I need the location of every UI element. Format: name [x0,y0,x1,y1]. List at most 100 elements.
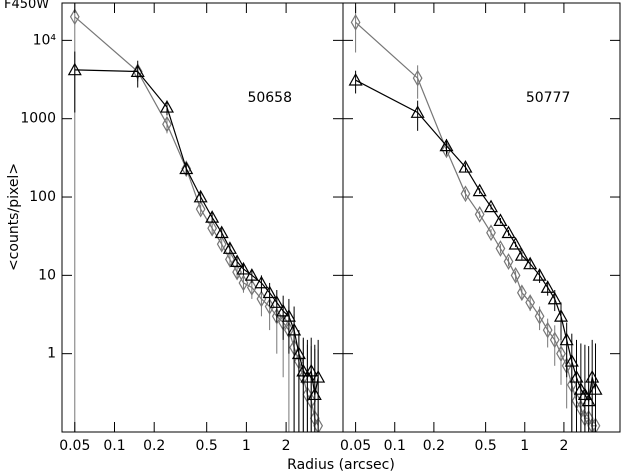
marker-diamond [516,284,527,302]
marker-diamond [503,253,514,270]
frame [342,2,621,433]
x-tick-label: 0.2 [143,438,165,454]
marker-diamond [474,206,485,223]
marker-diamond [412,69,423,87]
series-line [355,21,596,427]
marker-triangle [244,268,259,281]
x-tick-label: 0.1 [384,438,406,454]
marker-triangle [439,138,454,152]
annotation: 50777 [526,90,571,106]
marker-triangle [547,291,562,305]
marker-triangle [262,285,277,299]
marker-diamond [525,294,536,311]
marker-diamond [534,307,545,325]
marker-triangle [281,309,296,322]
marker-triangle [311,370,326,383]
marker-triangle [553,309,569,322]
marker-diamond [271,307,282,325]
marker-diamond [556,345,566,363]
x-tick-label: 0.05 [340,438,371,454]
marker-diamond [195,200,206,218]
marker-triangle [348,72,363,86]
x-tick-label: 0.05 [59,438,90,454]
marker-triangle [472,183,487,197]
marker-diamond [549,331,560,349]
marker-triangle [205,210,220,223]
marker-triangle [540,280,555,293]
series-line [355,79,597,403]
x-tick-label: 2 [559,438,568,454]
x-tick-label: 0.2 [423,438,445,454]
marker-triangle [564,354,579,367]
marker-diamond [542,321,553,339]
series-line [74,16,319,427]
marker-triangle [193,189,208,203]
y-tick-label: 10 [38,267,56,283]
marker-triangle [222,241,237,254]
y-tick-label: 1000 [20,111,56,127]
marker-triangle [236,261,251,275]
x-tick-label: 1 [242,438,251,454]
marker-diamond [486,224,496,242]
x-tick-label: 0.5 [196,438,218,454]
marker-triangle [523,256,538,270]
marker-triangle [130,64,145,77]
marker-triangle [458,160,473,173]
marker-triangle [569,370,584,383]
annotation: 50658 [247,90,292,106]
marker-diamond [441,141,452,159]
marker-triangle [159,100,174,113]
marker-diamond [460,185,471,203]
marker-diamond [313,417,324,432]
marker-diamond [207,219,218,237]
marker-triangle [581,393,596,407]
marker-diamond [495,240,506,257]
marker-triangle [300,370,315,383]
marker-triangle [276,303,291,317]
marker-diamond [350,13,361,31]
marker-triangle [230,254,245,267]
marker-triangle [287,322,302,336]
x-tick-label: 1 [520,438,529,454]
marker-triangle [532,268,547,281]
marker-triangle [291,346,306,360]
marker-diamond [225,250,235,268]
marker-triangle [214,225,229,239]
marker-triangle [296,363,311,377]
x-axis-label: Radius (arcsec) [287,457,395,473]
x-tick-label: 0.1 [103,438,125,454]
marker-diamond [181,160,192,178]
marker-triangle [577,387,592,401]
marker-triangle [269,295,284,308]
marker-diamond [510,266,521,284]
marker-triangle [483,199,499,213]
marker-triangle [493,213,508,227]
marker-triangle [501,225,516,239]
marker-triangle [559,332,574,346]
marker-diamond [216,235,227,253]
marker-diamond [69,8,80,26]
y-axis-label: <counts/pixel> [6,163,22,271]
marker-diamond [246,279,257,296]
marker-triangle [254,275,269,289]
marker-triangle [179,161,194,175]
marker-triangle [67,62,82,76]
y-tick-label: 100 [29,189,56,205]
marker-triangle [588,382,603,395]
marker-triangle [508,236,523,250]
plot-area [67,3,326,432]
x-tick-label: 0.5 [474,438,496,454]
marker-triangle [573,382,588,395]
marker-triangle [514,248,529,261]
chart-title: F450W [4,0,49,12]
marker-triangle [304,363,319,377]
plot-area [348,6,603,432]
series-line [74,69,319,395]
marker-diamond [590,417,601,432]
marker-triangle [410,105,425,118]
y-tick-label: 10⁴ [33,32,57,48]
marker-diamond [587,417,598,432]
y-tick-label: 1 [47,346,56,362]
